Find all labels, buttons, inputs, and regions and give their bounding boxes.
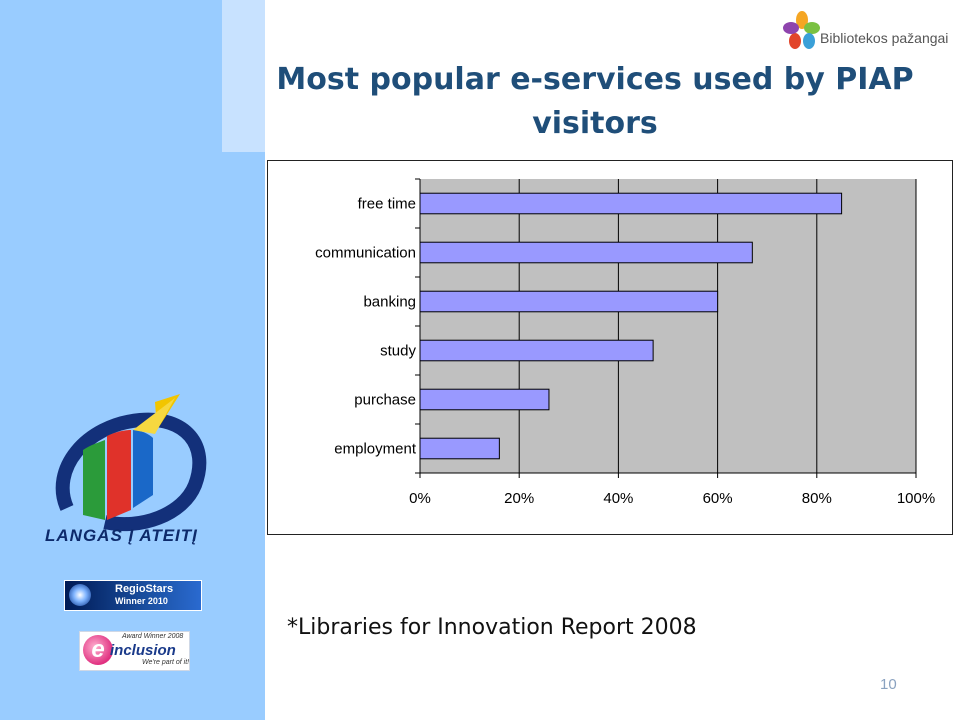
bar-free-time: [419, 192, 843, 215]
y-category-label: banking: [363, 294, 416, 311]
y-category-label: employment: [334, 441, 417, 458]
x-tick-label: 20%: [504, 490, 534, 507]
bar-employment: [419, 437, 500, 460]
x-tick-label: 100%: [897, 490, 935, 507]
plot-area: [420, 179, 916, 473]
einclusion-e-icon: e: [83, 635, 113, 665]
x-tick-label: 0%: [409, 490, 431, 507]
flower-icon: [783, 11, 820, 49]
bar-banking: [419, 290, 719, 313]
bar-purchase: [419, 388, 550, 411]
bibliotekos-pazangai-logo: Bibliotekos pažangai: [782, 10, 952, 54]
einclusion-tagline: We're part of it!: [142, 659, 190, 666]
einclusion-word: inclusion: [110, 642, 176, 659]
regiostars-subtitle: Winner 2010: [115, 596, 168, 606]
regiostars-title: RegioStars: [115, 583, 174, 595]
bar-chart: 0% 20% 40% 60% 80% 100% free time communication…: [315, 178, 935, 507]
y-category-label: purchase: [354, 392, 416, 409]
y-category-label: communication: [315, 245, 416, 262]
bar-study: [419, 339, 654, 362]
langas-logo-text: LANGAS Į ATEITĮ: [45, 526, 198, 545]
x-tick-label: 40%: [603, 490, 633, 507]
page-number: 10: [880, 676, 897, 693]
y-category-label: free time: [358, 196, 416, 213]
x-tick-label: 80%: [802, 490, 832, 507]
bar-communication: [419, 241, 753, 264]
y-category-label: study: [380, 343, 416, 360]
sidebar-accent-strip: [222, 0, 265, 152]
page-title: Most popular e-services used by PIAP vis…: [276, 62, 914, 141]
chart-frame: 0% 20% 40% 60% 80% 100% free time communication…: [267, 160, 953, 535]
einclusion-badge: Award Winner 2008 e inclusion We're part…: [79, 631, 190, 671]
globe-icon: [69, 584, 91, 606]
x-tick-label: 60%: [703, 490, 733, 507]
langas-i-ateiti-logo: [55, 394, 207, 532]
einclusion-award: Award Winner 2008: [122, 633, 184, 640]
footnote: *Libraries for Innovation Report 2008: [287, 615, 697, 640]
regiostars-badge: RegioStars Winner 2010: [64, 580, 202, 611]
brand-text: Bibliotekos pažangai: [820, 30, 949, 46]
